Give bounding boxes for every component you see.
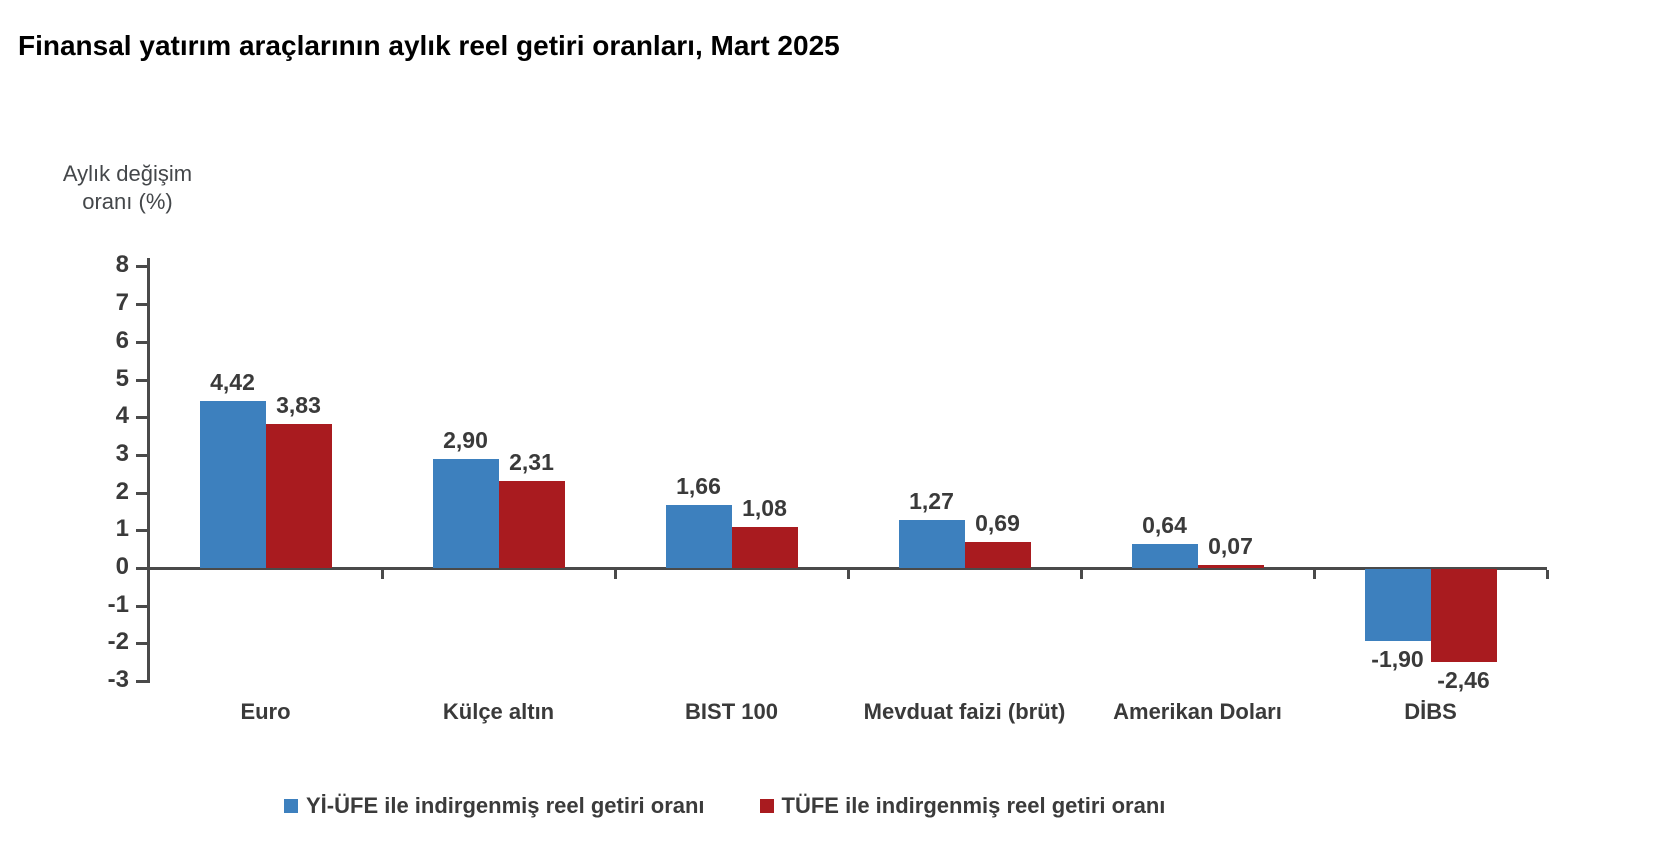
bar-yiufe-1 (432, 458, 499, 568)
value-label-tufe-3: 0,69 (975, 509, 1020, 536)
y-tick-mark (136, 567, 147, 570)
legend: Yİ-ÜFE ile indirgenmiş reel getiri oranı… (284, 793, 1165, 819)
legend-label: TÜFE ile indirgenmiş reel getiri oranı (781, 793, 1166, 818)
x-tick-mark (1080, 570, 1083, 579)
y-axis-title-line2: oranı (%) (82, 189, 173, 214)
bar-tufe-2 (731, 527, 798, 568)
legend-item-yiufe: Yİ-ÜFE ile indirgenmiş reel getiri oranı (284, 793, 705, 819)
category-label-4: Amerikan Doları (1113, 699, 1282, 724)
y-tick-label: -1 (107, 590, 129, 618)
y-tick-label: 0 (115, 553, 129, 580)
y-tick-mark (136, 491, 147, 495)
y-tick-mark (136, 303, 147, 307)
y-tick-label: 2 (115, 477, 129, 505)
value-label-tufe-5: -2,46 (1437, 666, 1490, 693)
y-tick-label: 4 (115, 402, 129, 430)
x-axis-line (149, 567, 1547, 570)
category-label-0: Euro (240, 699, 291, 724)
legend-swatch-red (759, 799, 774, 813)
y-tick-mark (136, 680, 147, 684)
bar-yiufe-2 (665, 505, 732, 568)
y-tick-mark (136, 529, 147, 533)
bar-tufe-5 (1430, 569, 1497, 662)
y-axis-title-line1: Aylık değişim (62, 161, 193, 186)
value-label-tufe-4: 0,07 (1208, 533, 1253, 560)
bar-tufe-1 (498, 480, 565, 568)
bar-yiufe-0 (199, 401, 266, 568)
y-axis-title: Aylık değişim oranı (%) (40, 160, 215, 216)
x-tick-mark (847, 570, 850, 579)
category-label-2: BIST 100 (685, 699, 778, 724)
y-tick-mark (136, 416, 147, 420)
y-tick-mark (136, 340, 147, 344)
y-tick-label: 3 (115, 439, 129, 467)
y-tick-label: 7 (115, 289, 129, 317)
bar-yiufe-5 (1364, 569, 1431, 641)
value-label-yiufe-3: 1,27 (909, 488, 954, 515)
y-tick-label: -2 (107, 628, 129, 656)
value-label-yiufe-2: 1,66 (676, 473, 721, 500)
y-tick-mark (136, 378, 147, 382)
bar-tufe-4 (1197, 565, 1264, 568)
y-tick-label: 1 (115, 515, 129, 543)
y-tick-label: 8 (115, 251, 129, 279)
y-tick-mark (136, 453, 147, 457)
bar-yiufe-4 (1131, 543, 1198, 568)
y-axis-line (147, 258, 150, 684)
value-label-yiufe-1: 2,90 (443, 426, 488, 453)
value-label-yiufe-0: 4,42 (210, 369, 255, 396)
category-label-1: Külçe altın (442, 699, 555, 724)
y-tick-label: 6 (115, 326, 129, 354)
value-label-yiufe-5: -1,90 (1371, 645, 1424, 672)
value-label-tufe-2: 1,08 (742, 495, 787, 522)
y-tick-mark (136, 642, 147, 646)
x-tick-mark (1313, 570, 1316, 579)
y-tick-mark (136, 265, 147, 269)
value-label-tufe-1: 2,31 (509, 448, 554, 475)
chart-title: Finansal yatırım araçlarının aylık reel … (18, 30, 840, 61)
bar-tufe-0 (265, 423, 332, 568)
y-tick-label: -3 (107, 666, 129, 694)
bar-yiufe-3 (898, 520, 965, 568)
category-label-3: Mevduat faizi (brüt) (863, 699, 1066, 724)
legend-label: Yİ-ÜFE ile indirgenmiş reel getiri oranı (306, 793, 705, 818)
legend-swatch-blue (284, 799, 298, 813)
x-tick-mark (614, 570, 617, 579)
category-label-5: DİBS (1404, 699, 1457, 724)
value-label-tufe-0: 3,83 (276, 391, 321, 418)
y-tick-label: 5 (115, 364, 129, 392)
value-label-yiufe-4: 0,64 (1142, 511, 1187, 538)
y-tick-mark (136, 604, 147, 608)
x-tick-mark (1546, 570, 1549, 579)
legend-item-tufe: TÜFE ile indirgenmiş reel getiri oranı (759, 793, 1166, 819)
x-tick-mark (381, 570, 384, 579)
bar-tufe-3 (964, 541, 1031, 568)
